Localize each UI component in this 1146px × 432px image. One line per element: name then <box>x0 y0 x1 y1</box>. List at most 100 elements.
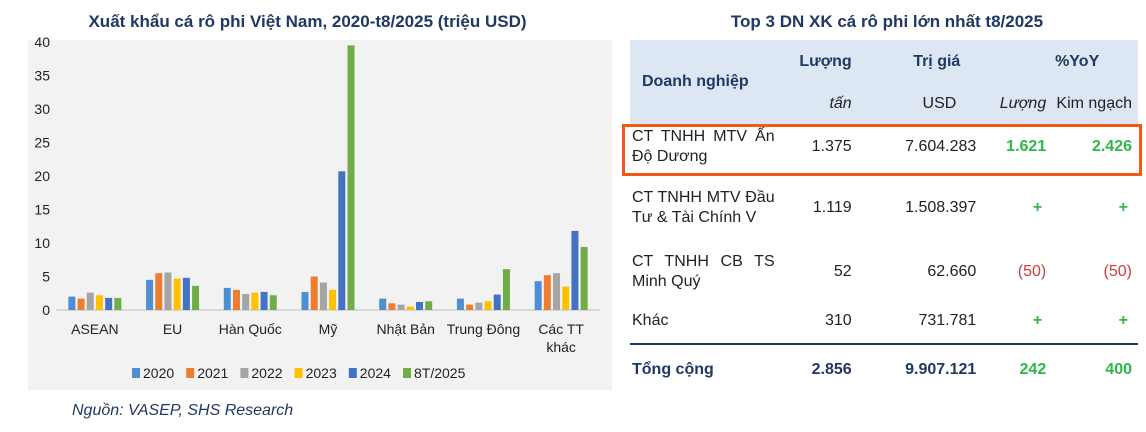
legend-label: 2023 <box>306 365 337 381</box>
bar <box>114 297 122 310</box>
bar <box>260 291 268 310</box>
legend-swatch <box>403 368 411 378</box>
yoy-value-cell: 2.426 <box>1091 138 1132 155</box>
value-cell: 1.508.397 <box>905 199 977 216</box>
bar <box>484 301 492 310</box>
y-tick-label: 0 <box>42 302 50 318</box>
volume-cell: 310 <box>824 311 852 329</box>
yoy-volume-cell: + <box>1032 199 1043 216</box>
table-row: CT TNHH CB TS Minh Quý 52 62.660 (50) (5… <box>630 246 1138 298</box>
value-cell: 731.781 <box>918 311 977 329</box>
bar <box>416 301 424 310</box>
bar <box>77 298 85 310</box>
legend-label: 8T/2025 <box>414 365 466 381</box>
x-tick-label: khác <box>546 339 576 355</box>
bar <box>105 297 113 310</box>
bar <box>562 286 570 310</box>
bar <box>155 273 163 310</box>
y-tick-label: 5 <box>42 269 50 285</box>
x-tick-label: EU <box>163 321 182 337</box>
legend-label: 2020 <box>143 365 174 381</box>
bar <box>397 304 405 310</box>
total-volume: 2.856 <box>811 360 852 378</box>
bar <box>269 295 277 310</box>
yoy-volume-cell: + <box>1032 311 1043 329</box>
bar <box>310 276 318 310</box>
yoy-value-cell: + <box>1118 311 1128 329</box>
company-name: Khác <box>632 311 669 329</box>
legend-label: 2021 <box>197 365 228 381</box>
bar <box>223 287 231 310</box>
y-tick-label: 25 <box>34 135 50 151</box>
yoy-value-header: Kim ngạch <box>1056 95 1132 112</box>
bar <box>232 289 240 310</box>
bar <box>338 171 346 310</box>
x-tick-label: Hàn Quốc <box>219 321 282 337</box>
company-name: CT TNHH MTV Đầu Tư & Tài Chính V <box>632 189 775 226</box>
legend-swatch <box>294 368 303 378</box>
bar <box>388 303 396 310</box>
legend-label: 2022 <box>251 365 282 381</box>
legend-swatch <box>132 368 140 378</box>
bar <box>493 294 501 310</box>
bar <box>319 282 327 310</box>
volume-cell: 52 <box>833 263 852 280</box>
highlight-box <box>622 124 1142 176</box>
legend-swatch <box>240 368 249 378</box>
bar <box>580 247 588 310</box>
top-exporters-table: Doanh nghiệp Lượng Trị giá %YoY tấn USD … <box>630 40 1138 394</box>
table-panel: Top 3 DN XK cá rô phi lớn nhất t8/2025 D… <box>628 0 1146 432</box>
bar <box>182 277 190 310</box>
bar <box>553 273 561 310</box>
chart-panel: Xuất khẩu cá rô phi Việt Nam, 2020-t8/20… <box>28 12 612 419</box>
table-row: CT TNHH MTV Ấn Độ Dương 1.375 7.604.283 … <box>630 124 1138 170</box>
total-label: Tổng cộng <box>632 360 714 378</box>
total-yoy-value: 400 <box>1105 360 1132 378</box>
chart-background <box>28 40 612 390</box>
y-tick-label: 35 <box>34 68 50 84</box>
bar <box>456 298 464 310</box>
x-tick-label: Trung Đông <box>447 321 520 337</box>
bar <box>571 230 579 310</box>
bar <box>251 292 259 310</box>
bar <box>301 291 309 310</box>
table-title: Top 3 DN XK cá rô phi lớn nhất t8/2025 <box>730 12 1044 31</box>
legend-swatch <box>186 368 195 378</box>
bar <box>475 302 483 310</box>
bar <box>146 279 154 310</box>
bar <box>86 292 94 310</box>
volume-header: Lượng <box>799 53 852 70</box>
bar <box>502 269 510 310</box>
bar <box>406 306 414 310</box>
company-name: CT TNHH MTV Ấn Độ Dương <box>632 128 775 165</box>
bar <box>173 278 181 310</box>
company-header: Doanh nghiệp <box>642 73 749 90</box>
bar <box>466 304 474 310</box>
yoy-header: %YoY <box>1055 53 1100 70</box>
legend-label: 2024 <box>360 365 391 381</box>
bar <box>68 296 76 310</box>
bar <box>379 298 387 310</box>
bar <box>347 45 355 310</box>
bar <box>425 301 433 310</box>
legend-swatch <box>348 368 357 378</box>
value-header: Trị giá <box>913 53 961 70</box>
yoy-volume-header: Lượng <box>999 95 1047 112</box>
value-cell: 7.604.283 <box>905 138 977 155</box>
total-row: Tổng cộng 2.856 9.907.121 242 400 <box>630 344 1138 394</box>
x-tick-label: Nhật Bản <box>377 321 435 337</box>
y-tick-label: 15 <box>34 202 50 218</box>
bar <box>192 285 200 310</box>
table-row: CT TNHH MTV Đầu Tư & Tài Chính V 1.119 1… <box>630 170 1138 246</box>
y-tick-label: 30 <box>34 101 50 117</box>
volume-cell: 1.119 <box>812 199 852 216</box>
bar <box>95 295 103 310</box>
bar <box>164 272 172 310</box>
chart-title: Xuất khẩu cá rô phi Việt Nam, 2020-t8/20… <box>88 12 527 31</box>
table-row: Khác 310 731.781 + + <box>630 298 1138 344</box>
x-tick-label: ASEAN <box>71 321 118 337</box>
value-cell: 62.660 <box>927 263 977 280</box>
y-tick-label: 20 <box>34 168 50 184</box>
y-tick-label: 40 <box>34 34 50 50</box>
bar-chart: 0 5 10 15 20 25 30 35 40 ASEAN EU Hàn Quốc Mỹ Nhật Bả… <box>34 34 600 381</box>
